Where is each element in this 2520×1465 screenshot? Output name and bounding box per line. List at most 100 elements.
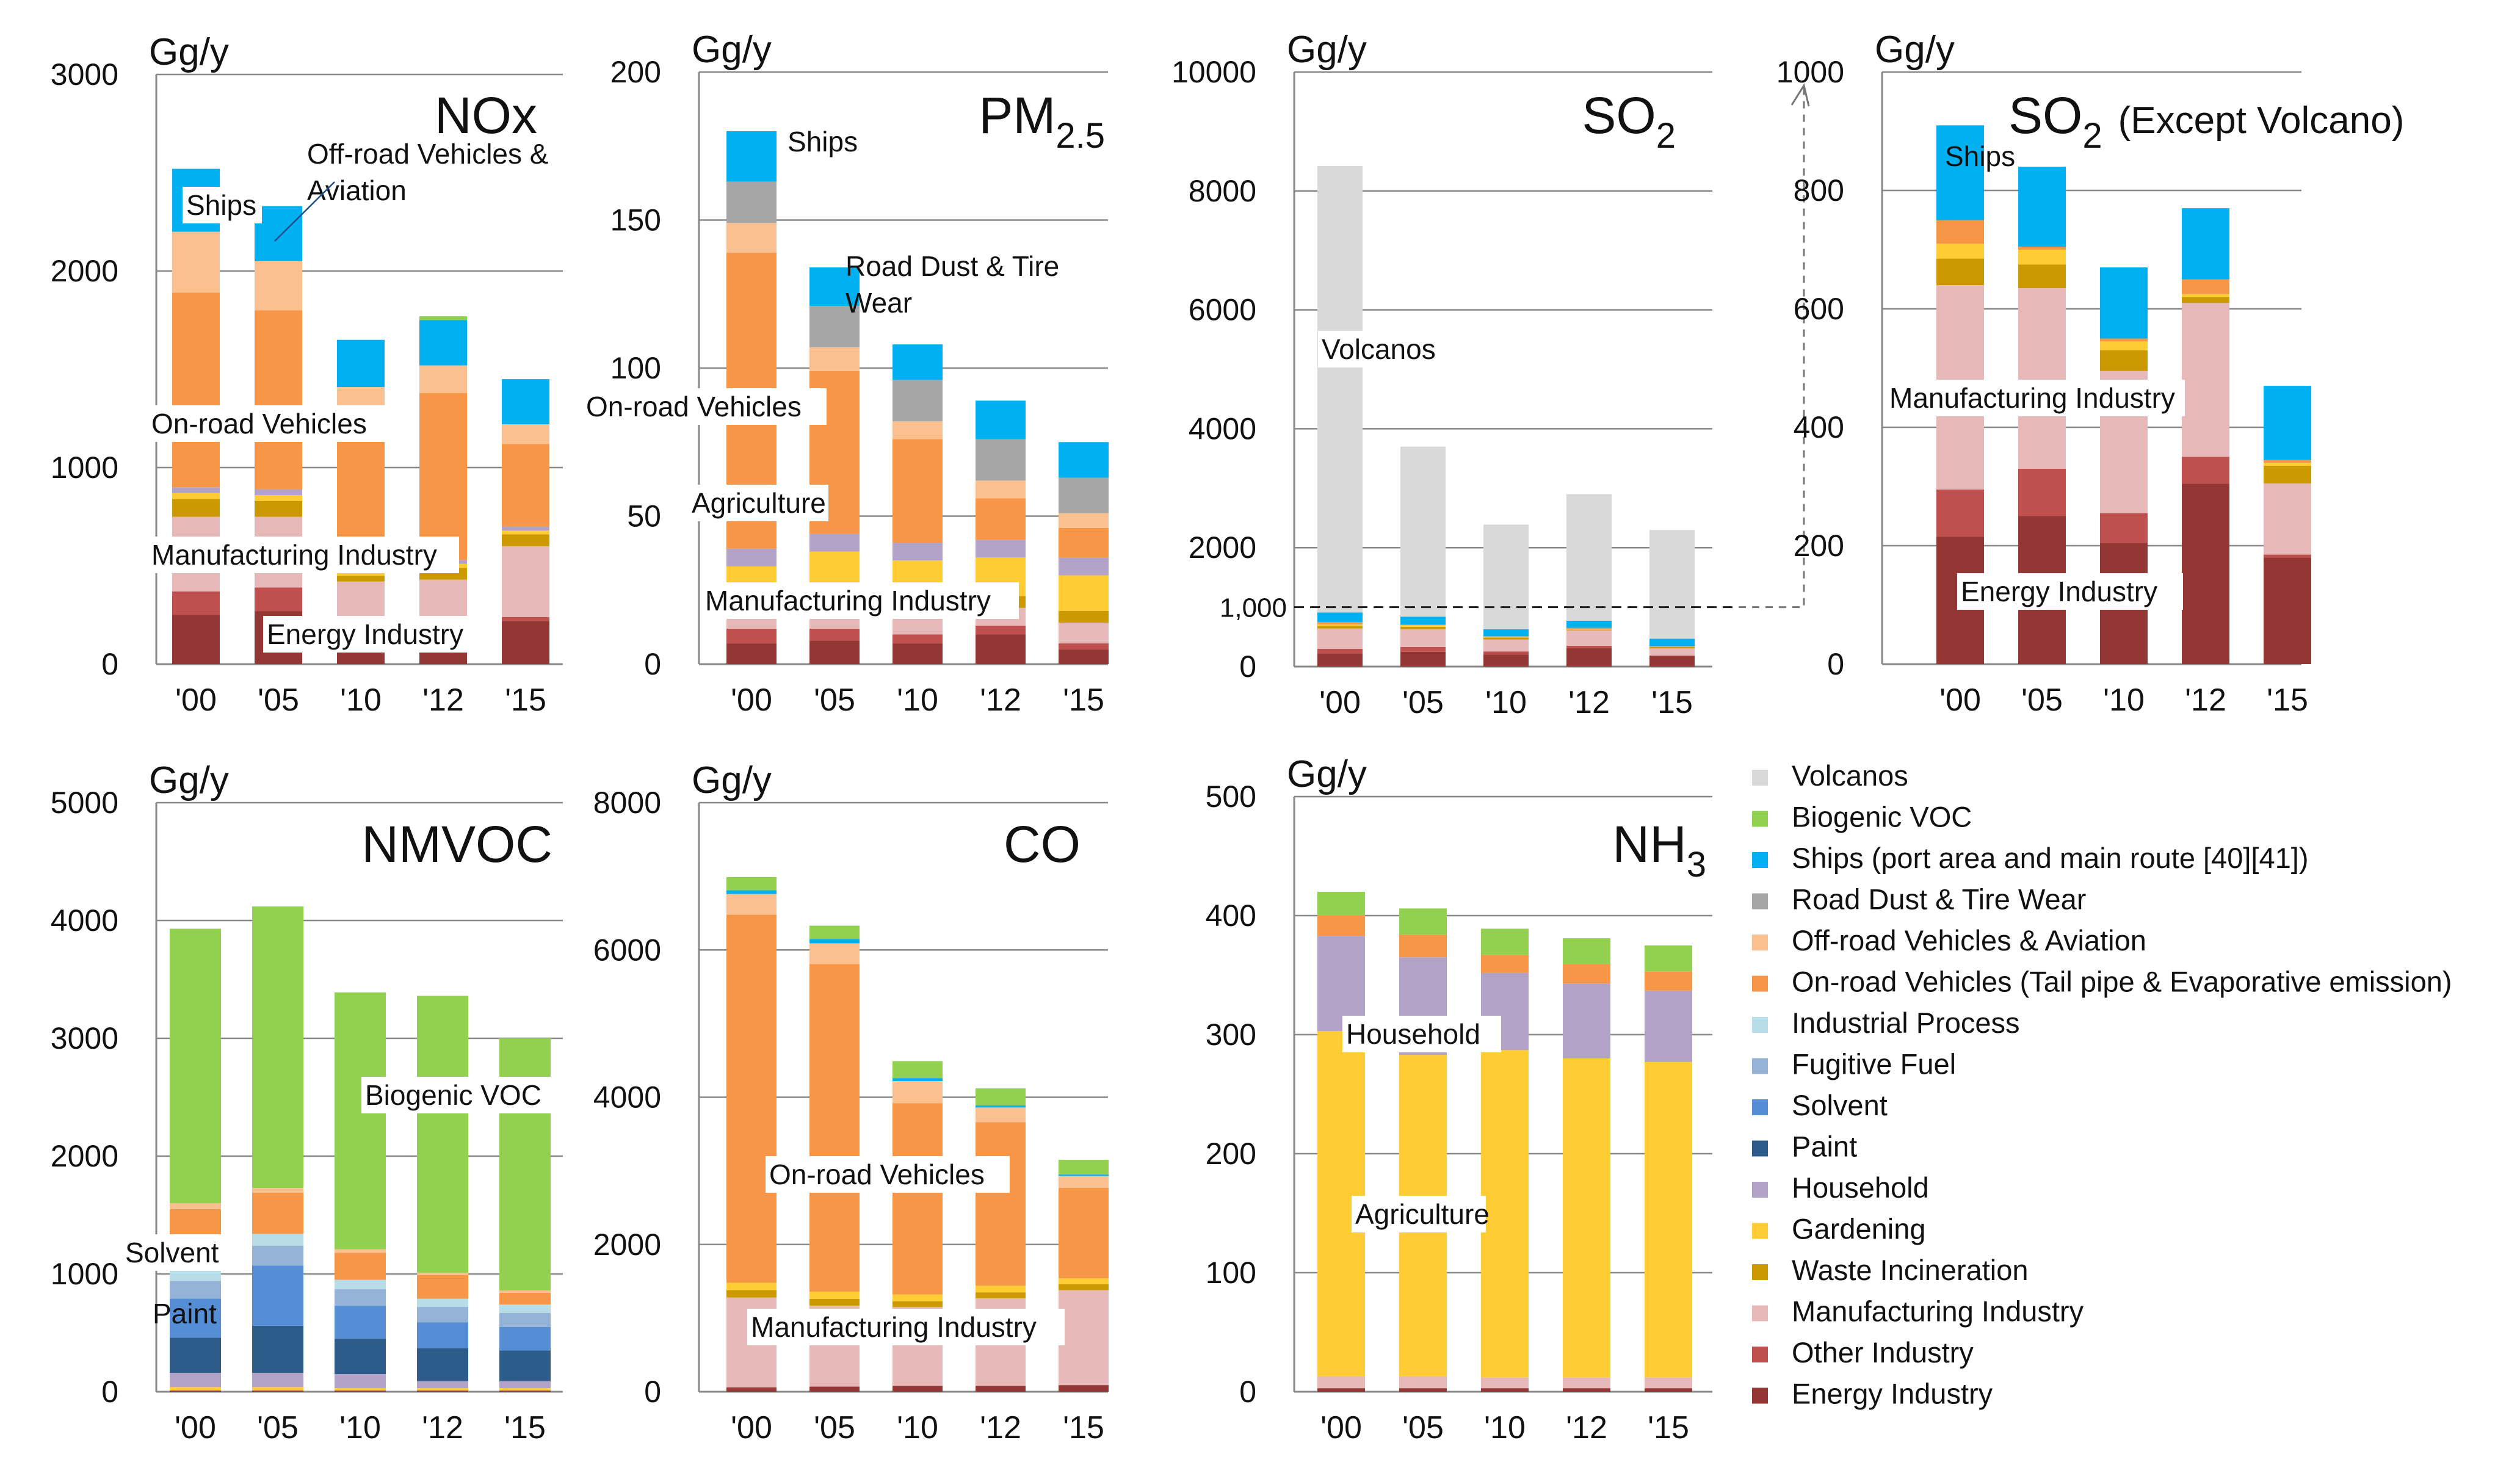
y-tick-label: 2000 xyxy=(51,254,118,288)
chart-title-main: NOx xyxy=(435,87,537,144)
bar-segment-ships xyxy=(726,890,777,894)
annotation-label: Aviation xyxy=(307,175,407,206)
bar-segment-gardening xyxy=(335,1388,386,1391)
bar-segment-household xyxy=(976,540,1026,558)
chart-title-suffix: (Except Volcano) xyxy=(2118,99,2405,142)
annotation-background xyxy=(701,582,1019,619)
y-tick-label: 6000 xyxy=(1189,293,1256,327)
bar-segment-manuf xyxy=(1059,1290,1109,1386)
bar-segment-offroad xyxy=(499,1290,551,1293)
bar-segment-offroad xyxy=(726,894,777,915)
y-tick-label: 3000 xyxy=(51,57,118,92)
bar-segment-ships xyxy=(809,267,860,306)
bar-segment-waste xyxy=(1566,629,1612,631)
x-tick-label: '12 xyxy=(980,682,1021,718)
y-tick-label: 6000 xyxy=(593,933,661,967)
chart-title-main: CO xyxy=(1004,816,1081,873)
chart-nmvoc: 0 1000 2000 3000 4000 5000 Gg/y '00 '05 '10 '12 '15… xyxy=(51,759,563,1445)
bar-segment-gardening xyxy=(1481,1050,1529,1378)
bar-segment-energy xyxy=(419,652,467,664)
bar-segment-manuf xyxy=(1563,1377,1610,1389)
bar-segment-onroad xyxy=(976,498,1026,540)
bar-segment-energy xyxy=(1483,654,1529,667)
bar-segment-household xyxy=(172,487,220,493)
y-tick-label: 2000 xyxy=(1189,530,1256,565)
annotation-label: Agriculture xyxy=(1355,1198,1490,1230)
legend-swatch-volcanos xyxy=(1752,770,1768,786)
legend-swatch-otherind xyxy=(1752,1347,1768,1362)
bar-segment-gardening xyxy=(1645,1062,1692,1378)
bar-segment-manuf xyxy=(1483,639,1529,652)
annotation-label: Manufacturing Industry xyxy=(151,539,437,571)
bar-segment-fugitive xyxy=(170,1281,221,1299)
annotation-background xyxy=(121,1234,225,1271)
chart-nh3: 0 100 200 300 400 500 Gg/y '00 '05 '10 '12 '15 NH3 Ho… xyxy=(1206,753,1712,1445)
bar-segment-gardening xyxy=(2100,341,2148,350)
x-tick-label: '00 xyxy=(175,1410,216,1445)
bar-segment-gardening xyxy=(499,1388,551,1391)
unit-label: Gg/y xyxy=(692,759,772,801)
bar-segment-volcanos xyxy=(1317,165,1363,613)
bar-segment-biogenic xyxy=(1481,928,1529,955)
x-tick-label: '15 xyxy=(504,1410,546,1445)
bar-segment-onroad xyxy=(502,444,549,527)
x-tick-label: '05 xyxy=(1402,685,1444,720)
y-tick-label: 4000 xyxy=(51,903,118,938)
annotation-background xyxy=(582,388,827,425)
chart-title-main: NH xyxy=(1612,816,1686,873)
bar-segment-household xyxy=(892,543,943,561)
bar-segment-waste xyxy=(172,499,220,517)
bar-segment-energy xyxy=(892,643,943,664)
bar-segment-manuf xyxy=(1649,648,1695,656)
legend: Volcanos Biogenic VOC Ships (port area and… xyxy=(1752,759,2452,1410)
bar-segment-gardening xyxy=(726,1282,777,1290)
annotation-label: Energy Industry xyxy=(267,618,463,650)
bar-segment-ships xyxy=(1649,638,1695,646)
bar-segment-fugitive xyxy=(335,1289,386,1306)
bar-segment-onroad xyxy=(1400,624,1446,626)
x-tick-label: '12 xyxy=(1568,685,1610,720)
bar-segment-household xyxy=(255,489,302,496)
annotation-background xyxy=(361,1077,563,1113)
bar-segment-biogenic xyxy=(1645,945,1692,972)
x-tick-label: '12 xyxy=(422,1410,463,1445)
bar-segment-gardening xyxy=(1059,1278,1109,1284)
bar-segment-roaddust xyxy=(976,439,1026,481)
bar-segment-biogenic xyxy=(1399,908,1447,935)
y-tick-label: 300 xyxy=(1206,1018,1256,1052)
bar-segment-onroad xyxy=(255,310,302,490)
bar-segment-onroad xyxy=(419,392,467,560)
bar-segment-ships xyxy=(2264,386,2311,460)
annotation-label: Manufacturing Industry xyxy=(751,1311,1037,1343)
y-tick-label: 2000 xyxy=(51,1139,118,1173)
x-tick-label: '00 xyxy=(1320,1410,1362,1445)
bar-segment-otherind xyxy=(1936,489,1984,537)
annotation-label: On-road Vehicles xyxy=(586,391,802,422)
bar-segment-gardening xyxy=(1317,624,1363,626)
bar-segment-onroad xyxy=(252,1192,303,1234)
bar-segment-energy xyxy=(976,634,1026,664)
x-tick-label: '05 xyxy=(814,682,855,718)
legend-label: Solvent xyxy=(1792,1089,1888,1121)
annotation-label: Household xyxy=(1346,1018,1480,1050)
y-tick-label: 4000 xyxy=(1189,411,1256,446)
annotation-label: Agriculture xyxy=(692,487,826,519)
bar-segment-manuf xyxy=(1645,1377,1692,1389)
y-tick-label: 150 xyxy=(610,203,661,237)
bar-segment-energy xyxy=(1317,653,1363,667)
x-tick-label: '10 xyxy=(340,682,382,718)
y-tick-label: 0 xyxy=(101,1375,118,1409)
bar-segment-fugitive xyxy=(499,1312,551,1327)
bar-segment-offroad xyxy=(726,223,777,253)
bar-segment-onroad xyxy=(1317,621,1363,624)
annotation-label: On-road Vehicles xyxy=(151,408,367,440)
annotation-label: Volcanos xyxy=(1322,333,1436,365)
bar-segment-ships xyxy=(502,379,549,425)
bar-segment-waste xyxy=(976,1292,1026,1298)
annotation-label: Ships xyxy=(788,126,858,157)
legend-label: Manufacturing Industry xyxy=(1792,1295,2084,1328)
bar-segment-onroad xyxy=(2018,247,2066,250)
x-tick-label: '00 xyxy=(175,682,217,718)
chart-title-subscript: 3 xyxy=(1687,845,1706,884)
bar-segment-energy xyxy=(809,640,860,664)
